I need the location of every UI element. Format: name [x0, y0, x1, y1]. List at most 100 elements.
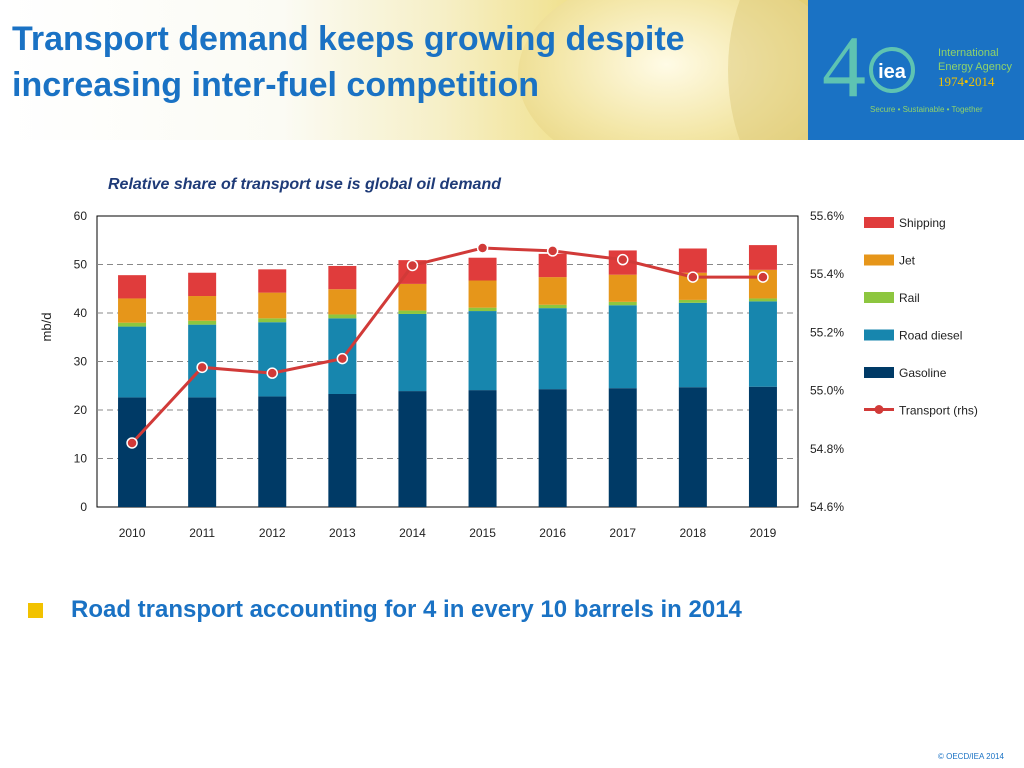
x-tick-label: 2017: [609, 526, 636, 540]
bar-road-diesel: [608, 305, 637, 389]
logo-org-line-2: Energy Agency: [938, 61, 1012, 73]
banner-oil-barrel-image: [518, 0, 808, 140]
transport-point: [266, 367, 278, 379]
bullet-marker: [28, 603, 43, 618]
legend-swatch-transport-point: [874, 405, 884, 414]
logo-zero-ring: [869, 47, 915, 93]
x-tick-label: 2014: [399, 526, 426, 540]
y-tick-label: 50: [74, 258, 88, 272]
bar-rail: [188, 320, 217, 325]
bar-rail: [538, 304, 567, 309]
slide-title-line-2: increasing inter-fuel competition: [12, 66, 540, 104]
x-tick-label: 2019: [750, 526, 777, 540]
legend-label: Transport (rhs): [899, 404, 978, 418]
x-tick-label: 2018: [679, 526, 706, 540]
transport-line: [130, 246, 763, 444]
bar-road-diesel: [258, 322, 287, 397]
y2-tick-label: 55.4%: [810, 267, 844, 281]
transport-demand-chart: mb/d 0 10 20 30 40 50 60 54.6% 54.8% 55.0% 55.2% 55…: [39, 209, 978, 540]
chart-title: Relative share of transport use is globa…: [108, 176, 501, 193]
bar-rail: [118, 322, 147, 327]
transport-point: [546, 245, 559, 257]
x-tick-label: 2016: [539, 526, 566, 540]
header-banner: [0, 0, 808, 140]
bar-rail: [468, 307, 497, 312]
bar-jet: [118, 298, 147, 323]
transport-point: [757, 271, 769, 283]
bar-shipping: [468, 257, 497, 281]
logo-iea-badge: iea: [878, 61, 907, 83]
y2-tick-label: 55.0%: [810, 384, 844, 398]
banner-barrel-rim: [728, 0, 808, 140]
bar-rail: [608, 301, 637, 306]
bar-shipping: [118, 275, 147, 299]
bar-road-diesel: [118, 326, 147, 398]
logo-years: 1974•2014: [938, 74, 995, 89]
bar-road-diesel: [468, 311, 497, 391]
y-tick-label: 60: [74, 209, 88, 223]
bar-shipping: [258, 269, 287, 293]
bar-road-diesel: [188, 324, 217, 398]
y-tick-label: 0: [80, 500, 87, 514]
bar-road-diesel: [398, 313, 427, 392]
transport-point: [126, 437, 138, 449]
legend-label: Jet: [899, 254, 916, 268]
bar-rail: [678, 299, 707, 303]
slide-title-line-1: Transport demand keeps growing despite: [12, 20, 685, 58]
y-tick-label: 40: [74, 306, 88, 320]
y2-tick-label: 54.8%: [810, 442, 844, 456]
bar-gasoline: [188, 397, 217, 507]
legend-swatch-rail: [864, 292, 894, 303]
x-tick-label: 2011: [189, 526, 215, 540]
bar-shipping: [188, 272, 217, 297]
transport-point: [617, 253, 629, 266]
legend-swatch-gasoline: [864, 367, 894, 378]
bar-gasoline: [748, 386, 777, 507]
transport-point: [336, 352, 349, 365]
bar-shipping: [538, 253, 567, 278]
legend-swatch-shipping: [864, 217, 894, 228]
logo-org-line-1: International: [938, 47, 999, 59]
y2-tick-label: 55.6%: [810, 209, 844, 223]
bar-jet: [188, 296, 217, 321]
bar-gasoline: [258, 396, 287, 507]
y-tick-label: 10: [74, 452, 88, 466]
bar-jet: [608, 274, 637, 302]
y2-tick-label: 55.2%: [810, 325, 844, 339]
transport-point: [476, 242, 489, 254]
bar-jet: [258, 292, 287, 319]
transport-point: [687, 271, 699, 283]
transport-point: [406, 259, 419, 272]
bar-gasoline: [328, 393, 357, 507]
y-tick-label: 30: [74, 355, 88, 369]
bar-road-diesel: [748, 301, 777, 387]
bar-gasoline: [398, 391, 427, 507]
iea-logo: 4 iea International Energy Agency 1974•2…: [822, 19, 1012, 116]
slide-title: Transport demand keeps growing despite i…: [12, 16, 812, 108]
bar-jet: [468, 280, 497, 308]
bar-jet: [398, 283, 427, 311]
bar-gasoline: [118, 397, 147, 507]
x-tick-label: 2015: [469, 526, 496, 540]
bar-rail: [328, 314, 357, 319]
legend-label: Rail: [899, 291, 920, 305]
bar-rail: [748, 298, 777, 302]
bar-shipping: [328, 265, 357, 290]
logo-tagline: Secure • Sustainable • Together: [870, 105, 983, 114]
y-axis-label: mb/d: [39, 313, 54, 342]
bar-shipping: [748, 245, 777, 270]
bar-jet: [328, 289, 357, 315]
bar-gasoline: [608, 388, 637, 507]
legend-swatch-road-diesel: [864, 329, 894, 341]
legend-label: Gasoline: [899, 366, 947, 380]
bar-gasoline: [468, 390, 497, 507]
bar-gasoline: [678, 387, 707, 507]
transport-point: [196, 361, 208, 374]
bar-rail: [398, 310, 427, 314]
legend-swatch-jet: [864, 254, 894, 266]
bar-shipping: [678, 248, 707, 273]
legend-label: Road diesel: [899, 329, 962, 343]
bar-road-diesel: [678, 302, 707, 388]
copyright-footer: © OECD/IEA 2014: [938, 752, 1004, 761]
bar-jet: [538, 277, 567, 305]
